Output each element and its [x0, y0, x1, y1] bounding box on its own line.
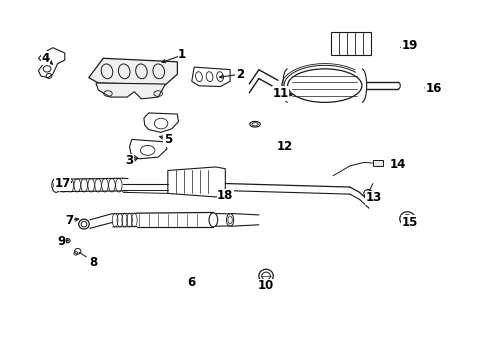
- Text: 12: 12: [277, 140, 293, 153]
- Text: 1: 1: [178, 48, 186, 61]
- Text: 7: 7: [65, 214, 74, 227]
- Text: 16: 16: [425, 82, 441, 95]
- Polygon shape: [89, 58, 177, 85]
- Text: 13: 13: [365, 191, 381, 204]
- Text: 17: 17: [54, 177, 70, 190]
- Text: 5: 5: [163, 133, 172, 146]
- Text: 9: 9: [57, 235, 65, 248]
- Text: 4: 4: [41, 52, 50, 65]
- Bar: [372, 159, 382, 166]
- Text: 3: 3: [125, 154, 133, 167]
- Text: 6: 6: [187, 276, 196, 289]
- Ellipse shape: [64, 239, 70, 243]
- Text: 2: 2: [235, 68, 244, 81]
- Text: 19: 19: [401, 40, 417, 53]
- Text: 11: 11: [272, 87, 288, 100]
- Text: 10: 10: [257, 279, 274, 292]
- Text: 14: 14: [389, 158, 405, 171]
- Text: 18: 18: [217, 189, 233, 202]
- Text: 15: 15: [401, 216, 417, 229]
- Text: 8: 8: [89, 256, 98, 269]
- Polygon shape: [96, 83, 165, 99]
